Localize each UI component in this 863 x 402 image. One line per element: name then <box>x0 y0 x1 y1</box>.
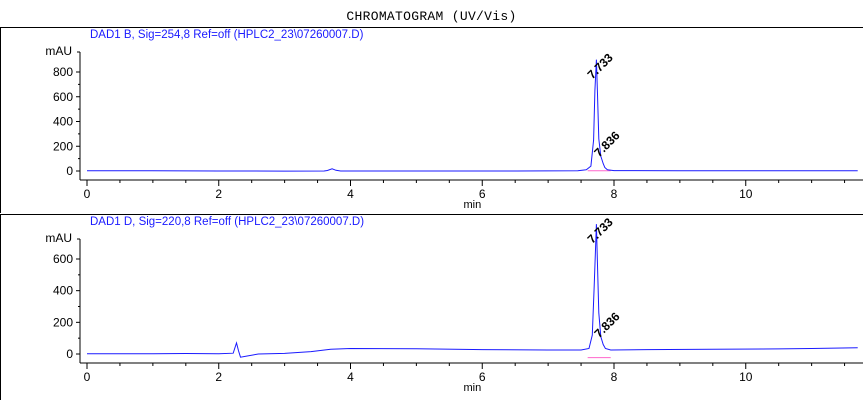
y-tick-label: 200 <box>53 139 73 153</box>
signal-trace <box>87 59 858 172</box>
panel-frame <box>0 215 9 400</box>
x-tick-label: 4 <box>347 187 354 201</box>
x-tick-label: 8 <box>611 187 618 201</box>
peak-label: 7.836 <box>591 128 622 159</box>
signal-title: DAD1 B, Sig=254,8 Ref=off (HPLC2_23\0726… <box>90 29 364 41</box>
y-tick-label: 600 <box>53 90 73 104</box>
x-axis-label: min <box>464 382 482 394</box>
y-tick-label: 0 <box>66 164 73 178</box>
panel-frame <box>0 28 9 213</box>
x-tick-label: 10 <box>739 187 753 201</box>
chromatogram-panel-1: DAD1 B, Sig=254,8 Ref=off (HPLC2_23\0726… <box>0 27 863 213</box>
x-axis-label: min <box>464 199 482 211</box>
signal-trace <box>87 224 858 358</box>
x-tick-label: 8 <box>611 370 618 384</box>
y-tick-label: 600 <box>53 252 73 266</box>
chromatogram-panel-2: DAD1 D, Sig=220,8 Ref=off (HPLC2_23\0726… <box>0 214 863 400</box>
x-tick-label: 6 <box>479 187 486 201</box>
signal-title: DAD1 D, Sig=220,8 Ref=off (HPLC2_23\0726… <box>90 216 365 228</box>
y-axis-label: mAU <box>45 231 72 245</box>
x-tick-label: 4 <box>347 370 354 384</box>
peak-label: 7.836 <box>591 309 622 340</box>
y-tick-label: 0 <box>66 347 73 361</box>
chart-plot: 0 200 400 600 800 mAU 0 2 4 6 8 10 min 7.733 7.836 <box>45 44 863 211</box>
peak-label: 7.733 <box>585 215 616 246</box>
y-tick-label: 800 <box>53 65 73 79</box>
page-title: CHROMATOGRAM (UV/Vis) <box>346 9 517 24</box>
y-tick-label: 400 <box>53 284 73 298</box>
chart-plot: 0 200 400 600 mAU 0 2 4 6 8 10 min 7.733 7.836 <box>45 215 863 394</box>
peak-label: 7.733 <box>585 50 616 81</box>
x-tick-label: 0 <box>84 370 91 384</box>
x-tick-label: 6 <box>479 370 486 384</box>
y-tick-label: 400 <box>53 115 73 129</box>
y-tick-label: 200 <box>53 315 73 329</box>
x-tick-label: 0 <box>84 187 91 201</box>
x-tick-label: 10 <box>739 370 753 384</box>
y-axis-label: mAU <box>45 44 72 58</box>
x-tick-label: 2 <box>215 187 222 201</box>
x-tick-label: 2 <box>215 370 222 384</box>
